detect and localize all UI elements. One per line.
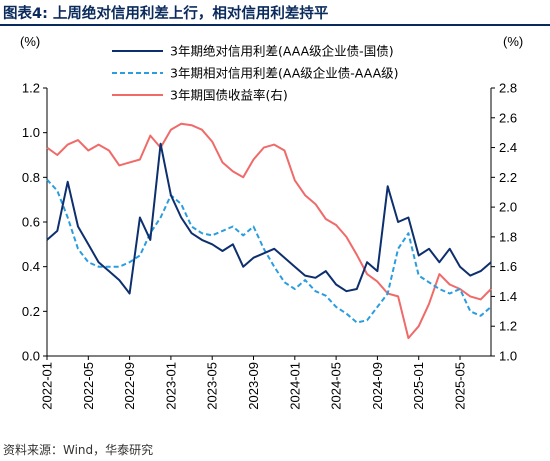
x-tick-label: 2025-01 — [411, 362, 426, 410]
line-chart: (%) 0.0 0.2 0.4 0.6 0.8 1.0 1.2 (%) 1.0 1.2 1.4 1.6… — [20, 34, 523, 410]
x-tick-label: 2022-01 — [40, 362, 55, 410]
x-tick-label: 2022-09 — [122, 362, 137, 410]
right-axis-unit: (%) — [503, 34, 523, 49]
left-tick-label: 0.8 — [22, 170, 40, 185]
left-axis: (%) 0.0 0.2 0.4 0.6 0.8 1.0 1.2 — [20, 34, 47, 364]
x-tick-label: 2023-01 — [163, 362, 178, 410]
legend: 3年期绝对信用利差(AAA级企业债-国债) 3年期相对信用利差(AA级企业债-AA… — [112, 44, 399, 103]
source-note: 资料来源：Wind，华泰研究 — [3, 443, 154, 457]
left-tick-label: 1.2 — [22, 81, 40, 96]
left-tick-label: 1.0 — [22, 125, 40, 140]
left-tick-label: 0.2 — [22, 304, 40, 319]
right-tick-label: 1.8 — [499, 229, 517, 244]
chart-title: 图表4: 上周绝对信用利差上行，相对信用利差持平 — [3, 6, 329, 22]
right-tick-label: 2.6 — [499, 110, 517, 125]
left-tick-label: 0.0 — [22, 349, 40, 364]
left-tick-label: 0.4 — [22, 259, 40, 274]
right-tick-label: 2.8 — [499, 81, 517, 96]
right-tick-label: 2.4 — [499, 140, 517, 155]
right-tick-label: 1.2 — [499, 319, 517, 334]
x-tick-label: 2024-01 — [287, 362, 302, 410]
legend-label-0: 3年期绝对信用利差(AAA级企业债-国债) — [170, 44, 394, 59]
right-tick-label: 1.6 — [499, 259, 517, 274]
left-tick-label: 0.6 — [22, 215, 40, 230]
x-tick-label: 2022-05 — [81, 362, 96, 410]
series-line-2 — [46, 122, 492, 340]
x-tick-label: 2023-05 — [205, 362, 220, 410]
x-axis: 2022-01 2022-05 2022-09 2023-01 2023-05 2023-… — [40, 356, 468, 410]
left-axis-unit: (%) — [20, 34, 40, 49]
legend-label-1: 3年期相对信用利差(AA级企业债-AAA级) — [170, 66, 399, 81]
right-tick-label: 2.0 — [499, 200, 517, 215]
right-tick-label: 1.0 — [499, 349, 517, 364]
x-tick-label: 2024-05 — [329, 362, 344, 410]
series-line-0 — [46, 142, 492, 295]
series-layer — [46, 122, 492, 340]
right-tick-label: 1.4 — [499, 289, 517, 304]
x-tick-label: 2023-09 — [246, 362, 261, 410]
legend-label-2: 3年期国债收益率(右) — [170, 88, 288, 103]
x-tick-label: 2024-09 — [370, 362, 385, 410]
x-tick-label: 2025-05 — [453, 362, 468, 410]
title-rule — [0, 24, 550, 26]
right-axis: (%) 1.0 1.2 1.4 1.6 1.8 2.0 2.2 2.4 2.6 2.8 — [491, 34, 523, 364]
right-tick-label: 2.2 — [499, 170, 517, 185]
series-line-1 — [46, 178, 492, 324]
